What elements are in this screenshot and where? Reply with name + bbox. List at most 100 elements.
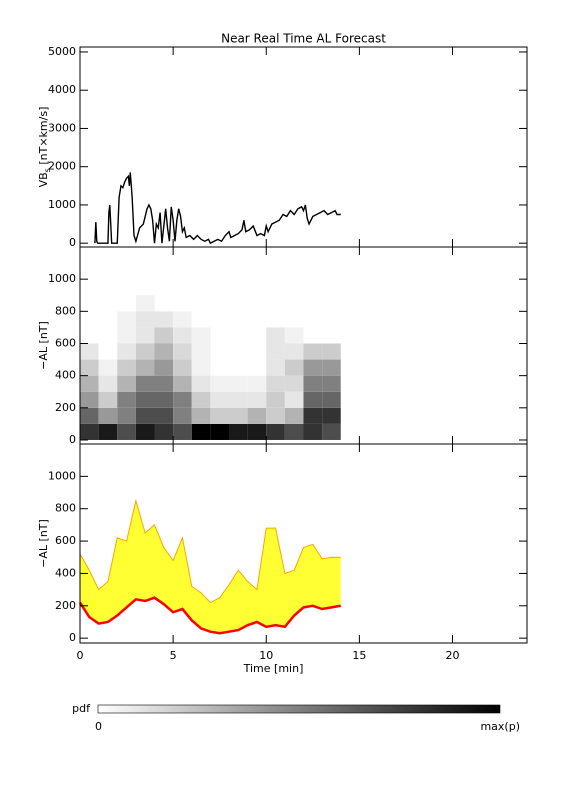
heat-cell [135, 359, 155, 376]
heat-cell [210, 407, 229, 424]
heat-cell [98, 359, 118, 376]
y-tick-label: 0 [69, 631, 76, 644]
heat-cell [117, 311, 136, 328]
heat-cell [80, 359, 99, 376]
colorbar-max: max(p) [480, 720, 520, 733]
heat-cell [117, 327, 136, 344]
heat-cell [173, 327, 192, 344]
y-tick-label: 200 [55, 401, 76, 414]
heat-cell [229, 295, 248, 312]
heat-cell [80, 375, 99, 392]
heat-cell [135, 375, 155, 392]
heat-cell [266, 295, 285, 312]
heat-cell [191, 391, 211, 408]
heat-cell [98, 391, 118, 408]
heat-cell [322, 423, 341, 440]
y-tick-label: 800 [55, 502, 76, 515]
heat-cell [322, 327, 341, 344]
heat-cell [303, 327, 323, 344]
heat-cell [266, 311, 285, 328]
heat-cell [135, 327, 155, 344]
heat-cell [303, 359, 323, 376]
heat-cell [247, 423, 267, 440]
heat-cell [154, 311, 174, 328]
panel: 0 200 400 600 800 1000 −AL [nT] [37, 246, 528, 446]
heat-cell [322, 391, 341, 408]
heat-cell [154, 375, 174, 392]
y-tick-label: 0 [69, 236, 76, 249]
heat-cell [266, 375, 285, 392]
y-tick-label: 2000 [48, 160, 76, 173]
heat-cell [135, 391, 155, 408]
heat-cell [191, 311, 211, 328]
heat-cell [191, 423, 211, 440]
heat-cell [191, 295, 211, 312]
heat-cell [210, 375, 229, 392]
heat-cell [154, 343, 174, 360]
heat-cell [135, 343, 155, 360]
heat-cell [303, 407, 323, 424]
heat-cell [247, 311, 267, 328]
heat-cell [266, 343, 285, 360]
y-tick-label: 0 [69, 433, 76, 446]
y-axis-label: VBs [nT×km/s] [37, 107, 52, 188]
heat-cell [229, 343, 248, 360]
y-tick-label: 1000 [48, 198, 76, 211]
heat-cell [303, 375, 323, 392]
heat-cell [210, 343, 229, 360]
heat-cell [284, 295, 304, 312]
heat-cell [80, 423, 99, 440]
heat-cell [210, 423, 229, 440]
heat-cell [322, 407, 341, 424]
heat-cell [117, 343, 136, 360]
heat-cell [191, 327, 211, 344]
y-tick-label: 800 [55, 304, 76, 317]
heat-cell [247, 375, 267, 392]
heat-cell [173, 343, 192, 360]
heat-cell [191, 343, 211, 360]
heat-cell [80, 295, 99, 312]
heat-cell [229, 391, 248, 408]
heat-cell [98, 423, 118, 440]
y-tick-label: 600 [55, 336, 76, 349]
heat-cell [322, 359, 341, 376]
heat-cell [284, 391, 304, 408]
heat-cell [266, 327, 285, 344]
heat-cell [173, 359, 192, 376]
heat-cell [229, 311, 248, 328]
heat-cell [322, 375, 341, 392]
heat-cell [154, 359, 174, 376]
heat-cell [80, 327, 99, 344]
heat-cell [229, 407, 248, 424]
heat-cell [266, 423, 285, 440]
upper-line [79, 498, 341, 604]
heat-cell [284, 423, 304, 440]
heat-cell [247, 327, 267, 344]
heat-cell [247, 343, 267, 360]
heat-cell [266, 391, 285, 408]
x-tick-label: 5 [170, 649, 177, 662]
heat-cell [154, 407, 174, 424]
heat-cell [284, 407, 304, 424]
y-axis-label: −AL [nT] [37, 321, 50, 370]
heat-cell [173, 375, 192, 392]
heat-cell [154, 327, 174, 344]
y-label-text: −AL [nT] [37, 519, 50, 568]
x-tick-label: 20 [446, 649, 460, 662]
y-label-unit: [nT×km/s] [37, 107, 50, 169]
panel-frame [79, 46, 528, 248]
heat-cell [247, 295, 267, 312]
heat-cell [154, 295, 174, 312]
heat-cell [98, 295, 118, 312]
heat-cell [117, 359, 136, 376]
heat-cell [135, 407, 155, 424]
heat-cell [80, 391, 99, 408]
y-tick-label: 200 [55, 599, 76, 612]
heat-cell [266, 407, 285, 424]
heat-cell [117, 407, 136, 424]
heat-cell [80, 343, 99, 360]
x-tick-label: 15 [352, 649, 366, 662]
heat-cell [210, 327, 229, 344]
heat-cell [191, 407, 211, 424]
